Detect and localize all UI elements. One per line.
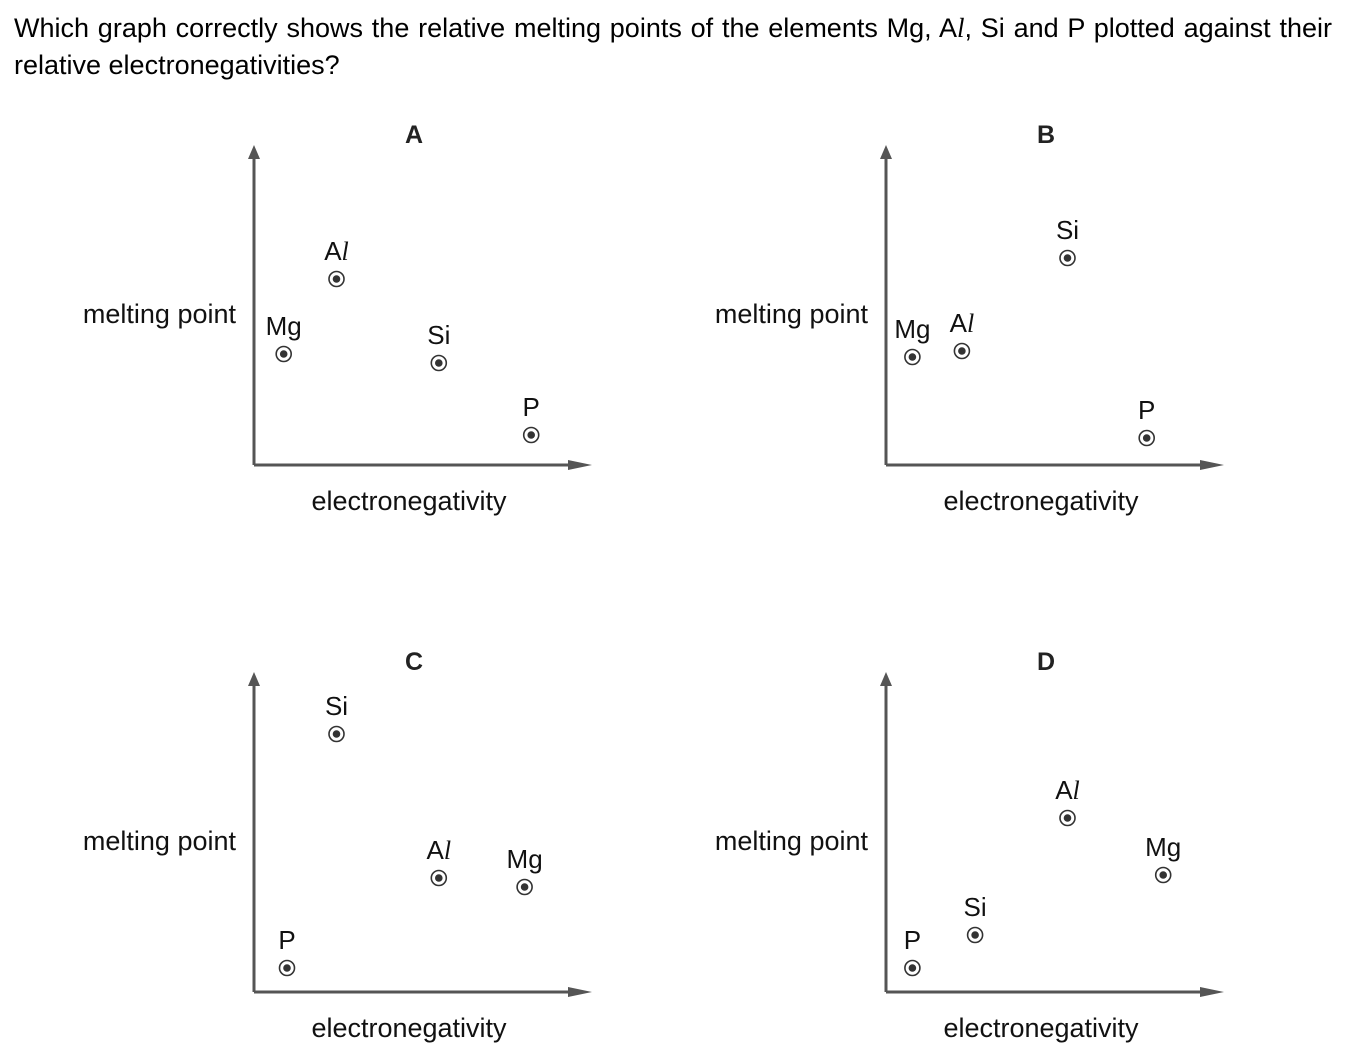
graph-d-point-label-0: Al bbox=[1055, 775, 1080, 805]
graph-a-point-label-2: Si bbox=[427, 320, 450, 350]
graph-c-point-dot-0 bbox=[332, 730, 341, 738]
graph-a-title: A bbox=[405, 121, 423, 149]
graph-c-point-label-2: Mg bbox=[507, 844, 543, 874]
graph-b-ylabel: melting point bbox=[715, 299, 869, 329]
graph-a-point-label-1: Al bbox=[324, 236, 349, 266]
question-italic-l: l bbox=[956, 13, 965, 43]
graph-d-point-dot-0 bbox=[1063, 814, 1072, 822]
graph-a-point-0: Mg bbox=[266, 311, 302, 363]
graph-d-point-dot-2 bbox=[971, 931, 979, 939]
graph-d-x-arrow bbox=[1200, 987, 1224, 997]
graph-b-point-1: Al bbox=[950, 308, 975, 360]
graph-d-point-3: P bbox=[904, 925, 921, 977]
graph-a-y-arrow bbox=[248, 145, 260, 159]
question-text-part-1: Which graph correctly shows the relative… bbox=[14, 13, 957, 43]
graph-d-point-dot-3 bbox=[908, 964, 917, 972]
graph-c-point-dot-1 bbox=[435, 874, 443, 882]
graph-a-xlabel: electronegativity bbox=[311, 486, 507, 516]
graph-b-title: B bbox=[1037, 121, 1055, 149]
graph-a-point-label-3: P bbox=[523, 392, 540, 422]
graph-d-point-1: Mg bbox=[1145, 832, 1181, 884]
graph-a-point-3: P bbox=[523, 392, 540, 444]
graph-b-point-dot-1 bbox=[958, 347, 966, 355]
graph-c-point-label-3: P bbox=[278, 925, 295, 955]
graph-c-point-3: P bbox=[278, 925, 296, 977]
graph-d-ylabel: melting point bbox=[715, 826, 869, 856]
graph-d-point-label-3: P bbox=[904, 925, 921, 955]
graph-d-point-label-1: Mg bbox=[1145, 832, 1181, 862]
graph-c-point-1: Al bbox=[427, 835, 452, 887]
graph-b-point-3: P bbox=[1138, 395, 1155, 447]
graph-d-point-0: Al bbox=[1055, 775, 1080, 827]
graph-b-point-label-1: Al bbox=[950, 308, 975, 338]
graph-c-point-0: Si bbox=[325, 691, 348, 743]
graph-d-title: D bbox=[1037, 648, 1055, 676]
graph-c-point-label-0: Si bbox=[325, 691, 348, 721]
graph-b-point-2: Si bbox=[1056, 215, 1079, 267]
graph-b-point-dot-2 bbox=[1063, 254, 1072, 262]
graph-d-y-arrow bbox=[880, 672, 892, 686]
graph-a-x-arrow bbox=[568, 460, 592, 470]
graph-d-xlabel: electronegativity bbox=[943, 1013, 1139, 1043]
graph-a-point-dot-0 bbox=[279, 350, 288, 358]
graph-c-x-arrow bbox=[568, 987, 592, 997]
graph-b-xlabel: electronegativity bbox=[943, 486, 1139, 516]
graph-c-xlabel: electronegativity bbox=[311, 1013, 507, 1043]
graph-d-point-2: Si bbox=[964, 892, 987, 944]
graph-a-point-label-0: Mg bbox=[266, 311, 302, 341]
graph-c-ylabel: melting point bbox=[83, 826, 237, 856]
graph-b-point-dot-3 bbox=[1142, 434, 1151, 442]
graph-b-point-0: Mg bbox=[894, 314, 930, 366]
graph-b-x-arrow bbox=[1200, 460, 1224, 470]
graph-c-y-arrow bbox=[248, 672, 260, 686]
graph-a-point-2: Si bbox=[427, 320, 450, 372]
graph-b-point-dot-0 bbox=[908, 353, 917, 361]
question-text: Which graph correctly shows the relative… bbox=[14, 10, 1332, 84]
graph-c-point-2: Mg bbox=[507, 844, 543, 896]
graph-d-point-label-2: Si bbox=[964, 892, 987, 922]
graph-a-ylabel: melting point bbox=[83, 299, 237, 329]
graph-d-point-dot-1 bbox=[1159, 871, 1167, 879]
graph-a-point-dot-1 bbox=[332, 275, 341, 283]
graph-c-point-dot-3 bbox=[283, 964, 291, 972]
graph-c-point-label-1: Al bbox=[427, 835, 452, 865]
graph-a-point-dot-3 bbox=[527, 431, 535, 439]
graph-b-point-label-3: P bbox=[1138, 395, 1155, 425]
graph-a-point-1: Al bbox=[324, 236, 349, 288]
graph-b-point-label-2: Si bbox=[1056, 215, 1079, 245]
graph-a-point-dot-2 bbox=[435, 359, 443, 367]
graph-c-point-dot-2 bbox=[520, 883, 529, 891]
graph-b-point-label-0: Mg bbox=[894, 314, 930, 344]
graph-c-title: C bbox=[405, 648, 423, 676]
graph-b-y-arrow bbox=[880, 145, 892, 159]
question-text-part-2: , Si and P plotted against their relativ… bbox=[14, 13, 1332, 80]
